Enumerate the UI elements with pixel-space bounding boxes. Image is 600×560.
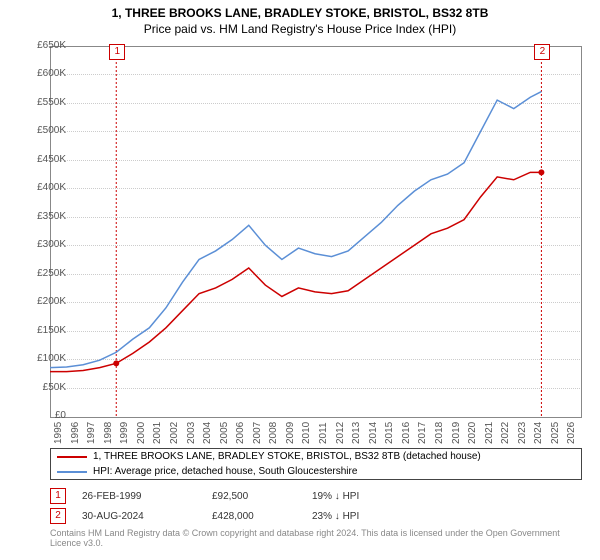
event-2-point	[538, 169, 544, 175]
event-2-marker: 2	[534, 44, 550, 60]
chart-svg	[50, 46, 580, 416]
chart-title: 1, THREE BROOKS LANE, BRADLEY STOKE, BRI…	[0, 0, 600, 20]
legend-item-2: HPI: Average price, detached house, Sout…	[93, 466, 357, 477]
series-hpi	[50, 92, 541, 368]
sale-row-1: 1 26-FEB-1999 £92,500 19% ↓ HPI	[50, 488, 359, 504]
sale-row-2: 2 30-AUG-2024 £428,000 23% ↓ HPI	[50, 508, 359, 524]
event-1-point	[113, 360, 119, 366]
legend: 1, THREE BROOKS LANE, BRADLEY STOKE, BRI…	[50, 448, 582, 480]
chart-subtitle: Price paid vs. HM Land Registry's House …	[0, 20, 600, 36]
event-1-marker: 1	[109, 44, 125, 60]
series-price-paid	[50, 172, 541, 371]
legend-item-1: 1, THREE BROOKS LANE, BRADLEY STOKE, BRI…	[93, 451, 481, 462]
license-text: Contains HM Land Registry data © Crown c…	[50, 528, 580, 548]
